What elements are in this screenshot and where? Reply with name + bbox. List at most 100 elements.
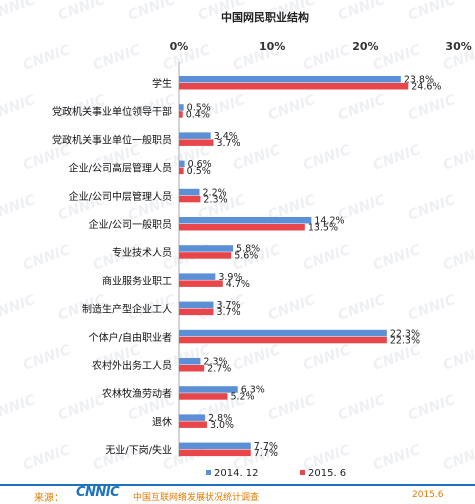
bars xyxy=(179,76,409,457)
bar-2014-12 xyxy=(179,414,206,421)
bar-2014-12 xyxy=(179,160,185,168)
data-label: 23.8% xyxy=(404,75,434,86)
category-label: 学生 xyxy=(152,77,172,90)
watermark-text: CNNIC xyxy=(371,442,423,474)
watermark-text: CNNIC xyxy=(441,242,475,274)
bar-2014-12 xyxy=(179,217,312,224)
watermark-text: CNNIC xyxy=(56,392,108,424)
category-label: 商业服务业职工 xyxy=(102,274,172,287)
data-label: 0.5% xyxy=(187,166,211,177)
watermark-text: CNNIC xyxy=(336,0,388,24)
data-label: 7.7% xyxy=(254,448,278,459)
watermark-text: CNNIC xyxy=(56,0,108,24)
category-label: 农村外出务工人员 xyxy=(92,359,172,372)
watermark-text: CNNIC xyxy=(406,292,458,324)
bar-2014-12 xyxy=(179,76,401,83)
data-label: 2.7% xyxy=(207,364,231,375)
footer-org-text: 中国互联网络发展状况统计调查 xyxy=(133,493,260,503)
data-label: 4.7% xyxy=(226,279,250,290)
data-label: 13.5% xyxy=(308,223,338,234)
watermark-text: CNNIC xyxy=(91,42,143,74)
bar-2014-12 xyxy=(179,104,184,111)
bar-2015-6 xyxy=(179,139,214,146)
watermark-text: CNNIC xyxy=(21,242,73,274)
watermark-text: CNNIC xyxy=(371,42,423,74)
footer-source-label: 来源： xyxy=(34,493,64,504)
data-label: 2.8% xyxy=(208,413,232,424)
bar-2015-6 xyxy=(179,336,387,344)
bar-2014-12 xyxy=(179,245,234,252)
data-label: 3.7% xyxy=(216,300,240,311)
watermark-text: CNNIC xyxy=(231,342,283,374)
legend-swatch xyxy=(206,470,211,475)
bar-2015-6 xyxy=(179,308,214,316)
data-label: 3.4% xyxy=(214,131,238,142)
data-label: 3.9% xyxy=(218,272,242,283)
watermark-text: CNNIC xyxy=(336,392,388,424)
bar-2015-6 xyxy=(179,449,251,457)
x-tick-label: 10% xyxy=(259,40,285,53)
bar-2014-12 xyxy=(179,301,214,309)
bar-2015-6 xyxy=(179,393,228,400)
legend: 2014. 12 2015. 6 xyxy=(206,468,346,479)
footer-logo: CNNIC xyxy=(76,485,120,500)
bar-2015-6 xyxy=(179,280,223,287)
watermark-text: CNNIC xyxy=(266,292,318,324)
watermark-text: CNNIC xyxy=(301,42,353,74)
category-label: 无业/下岗/失业 xyxy=(105,444,172,457)
bar-2014-12 xyxy=(179,188,200,196)
data-label: 0.4% xyxy=(186,110,210,121)
bar-labels: 23.8% 0.5% 3.4% 0.6% 2.2% 14.2% 5.8% 3.9% 3.7% 22… xyxy=(186,75,442,460)
watermark-text: CNNIC xyxy=(301,342,353,374)
data-label: 24.6% xyxy=(411,82,441,93)
watermark-text: CNNIC xyxy=(0,192,38,224)
data-label: 22.3% xyxy=(390,335,420,346)
footer-divider xyxy=(0,484,475,486)
watermark-text: CNNIC xyxy=(441,142,475,174)
category-label: 退休 xyxy=(152,416,172,428)
category-label: 企业/公司中层管理人员 xyxy=(69,190,172,203)
x-tick-label: 30% xyxy=(445,40,471,53)
data-label: 3.0% xyxy=(210,420,234,431)
data-label: 2.3% xyxy=(203,194,227,205)
watermark-text: CNNIC xyxy=(266,392,318,424)
watermark-text: CNNIC xyxy=(406,192,458,224)
data-label: 0.6% xyxy=(188,159,212,170)
watermark-text: CNNIC xyxy=(21,442,73,474)
data-label: 5.2% xyxy=(230,392,254,403)
x-tick-label: 0% xyxy=(170,40,189,53)
watermark-text: CNNIC xyxy=(371,242,423,274)
category-label: 个体户/自由职业者 xyxy=(89,331,172,344)
bar-2015-6 xyxy=(179,421,207,428)
data-label: 0.5% xyxy=(187,103,211,114)
footer-date: 2015.6 xyxy=(412,490,444,500)
watermark-text: CNNIC xyxy=(0,292,38,324)
category-labels: 学生党政机关事业单位领导干部党政机关事业单位一般职员企业/公司高层管理人员企业/… xyxy=(52,77,172,457)
data-label: 14.2% xyxy=(314,216,344,227)
x-axis-ticks: 0% 10% 20% 30% xyxy=(170,40,472,53)
watermark-text: CNNIC xyxy=(0,392,38,424)
bar-2015-6 xyxy=(179,167,184,175)
data-label: 5.6% xyxy=(234,251,258,262)
data-label: 3.7% xyxy=(216,307,240,318)
watermark-text: CNNIC xyxy=(21,142,73,174)
bar-2014-12 xyxy=(179,132,211,139)
bar-2014-12 xyxy=(179,358,201,365)
watermark-text: CNNIC xyxy=(301,142,353,174)
watermark-text: CNNIC xyxy=(336,292,388,324)
bar-2014-12 xyxy=(179,273,216,280)
data-label: 5.8% xyxy=(236,244,260,255)
x-tick-label: 20% xyxy=(352,40,378,53)
category-label: 企业/公司一般职员 xyxy=(89,218,172,231)
bar-2014-12 xyxy=(179,386,238,393)
category-label: 专业技术人员 xyxy=(112,246,172,259)
bar-2015-6 xyxy=(179,365,205,372)
category-label: 制造生产型企业工人 xyxy=(82,303,172,316)
chart-title: 中国网民职业结构 xyxy=(221,10,309,24)
watermark-text: CNNIC xyxy=(441,442,475,474)
watermark-text: CNNIC xyxy=(21,42,73,74)
data-label: 2.2% xyxy=(203,187,227,198)
watermark-text: CNNIC xyxy=(301,242,353,274)
watermark-text: CNNIC xyxy=(266,92,318,124)
